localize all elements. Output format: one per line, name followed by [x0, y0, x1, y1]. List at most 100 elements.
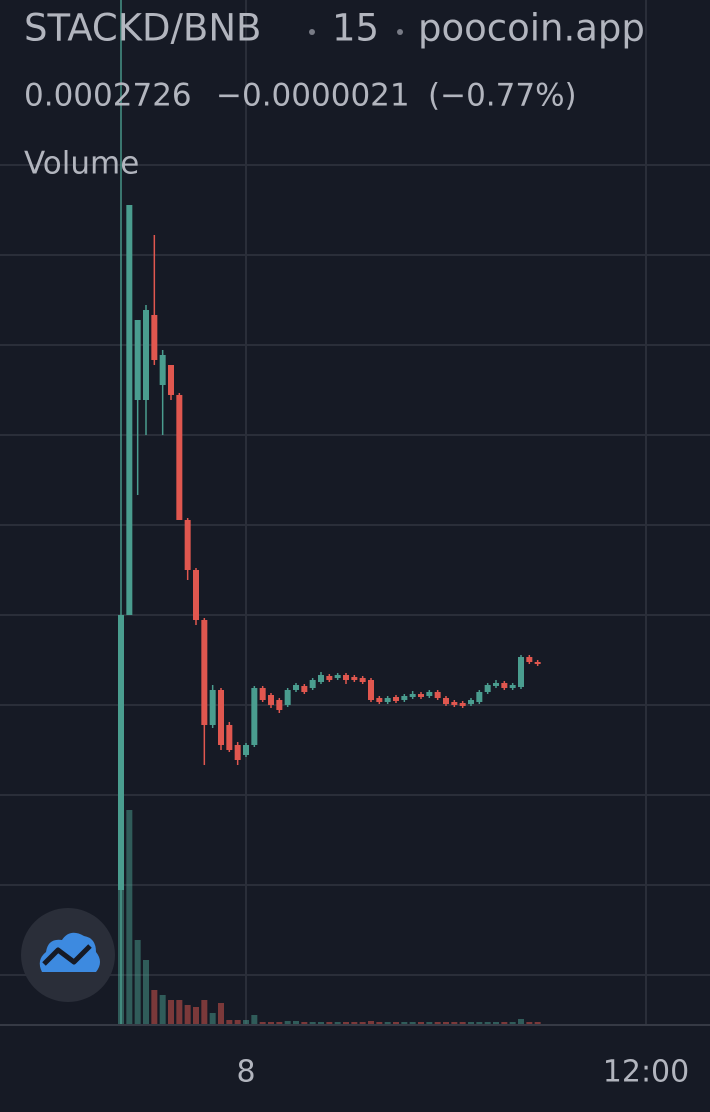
volume-bar: [268, 1022, 274, 1025]
volume-bar: [309, 1022, 316, 1025]
volume-bar: [243, 1020, 249, 1025]
volume-bar: [284, 1021, 291, 1025]
candle-body: [384, 698, 391, 702]
candle-body: [226, 725, 233, 750]
volume-bar: [184, 1005, 191, 1025]
volume-bar: [434, 1022, 441, 1025]
candle-body: [234, 745, 241, 760]
volume-label: Volume: [24, 146, 139, 182]
candle-body: [418, 694, 424, 697]
candle-body: [168, 365, 174, 395]
volume-bar: [476, 1022, 483, 1025]
volume-bar: [293, 1021, 299, 1025]
candle-body: [243, 745, 249, 755]
volume-bar: [318, 1022, 324, 1025]
candle-body: [468, 700, 474, 704]
volume-bar: [326, 1022, 333, 1025]
volume-bar: [118, 810, 124, 1025]
candle-body: [401, 696, 408, 700]
candle-body: [193, 570, 199, 620]
candle-body: [293, 685, 299, 690]
volume-bar: [518, 1019, 524, 1025]
candle-body: [334, 675, 341, 678]
volume-bar: [376, 1022, 383, 1025]
volume-bar: [359, 1022, 366, 1025]
volume-bar: [218, 1003, 224, 1025]
candle-body: [134, 320, 141, 400]
volume-bar: [351, 1022, 358, 1025]
candle-body: [359, 678, 366, 682]
candle-body: [126, 205, 133, 615]
volume-bar: [301, 1022, 308, 1025]
volume-bar: [534, 1022, 541, 1025]
volume-bar: [484, 1022, 491, 1025]
volume-bar: [209, 1013, 216, 1025]
candle-body: [459, 703, 466, 706]
source: poocoin.app: [418, 7, 645, 50]
candle-body: [176, 395, 183, 520]
candle-body: [184, 520, 191, 570]
volume-bar: [143, 960, 149, 1025]
volume-bar: [334, 1022, 341, 1025]
candle-body: [351, 677, 358, 680]
marks: [118, 205, 541, 1025]
volume-bar: [251, 1015, 258, 1025]
cloud-icon[interactable]: [39, 932, 100, 972]
candle-body: [393, 697, 399, 701]
volume-bar: [201, 1000, 208, 1025]
volume-bar: [509, 1022, 516, 1025]
candle-body: [501, 683, 508, 688]
candle-body: [518, 657, 524, 687]
separator: [309, 29, 315, 35]
candle-body: [484, 685, 491, 692]
volume-bar: [234, 1020, 241, 1025]
candle-body: [326, 676, 333, 680]
volume-bar: [168, 1000, 174, 1025]
icon-line[interactable]: [42, 944, 92, 966]
candle-body: [426, 692, 433, 696]
volume-bar: [526, 1022, 533, 1025]
candle-body: [201, 620, 208, 725]
chart-title: STACKD/BNB: [24, 7, 261, 50]
candle-body: [251, 688, 258, 745]
candle-body: [409, 694, 416, 697]
volume-bar: [343, 1022, 349, 1025]
volume-bar: [493, 1022, 499, 1025]
volume-bar: [501, 1022, 508, 1025]
candle-body: [509, 685, 516, 688]
candle-body: [443, 698, 449, 704]
volume-bar: [134, 940, 141, 1025]
volume-bar: [226, 1020, 233, 1025]
volume-bar: [468, 1022, 474, 1025]
candle-body: [301, 686, 308, 692]
interval: 15: [332, 7, 379, 50]
candle-body: [534, 662, 541, 664]
volume-bar: [451, 1022, 458, 1025]
volume-bar: [426, 1022, 433, 1025]
candle-body: [476, 692, 483, 702]
volume-bar: [459, 1022, 466, 1025]
candle-body: [526, 657, 533, 662]
last-price: 0.0002726: [24, 78, 192, 114]
candle-body: [118, 615, 124, 890]
x-tick-label: 12:00: [603, 1055, 689, 1090]
candle-body: [376, 698, 383, 702]
candle-body: [268, 695, 274, 705]
candle-body: [309, 680, 316, 688]
candle-body: [218, 690, 224, 745]
candle-body: [434, 692, 441, 698]
chart-button[interactable]: [21, 908, 115, 1002]
volume-bar: [443, 1022, 449, 1025]
volume-bar: [409, 1022, 416, 1025]
candle-body: [493, 683, 499, 686]
volume-bar: [176, 1000, 183, 1025]
volume-bar: [159, 995, 166, 1025]
candle-body: [368, 680, 374, 700]
candle-body: [451, 702, 458, 705]
candle-body: [343, 675, 349, 680]
volume-bar: [393, 1022, 399, 1025]
candle-body: [143, 310, 149, 400]
separator: [397, 29, 403, 35]
